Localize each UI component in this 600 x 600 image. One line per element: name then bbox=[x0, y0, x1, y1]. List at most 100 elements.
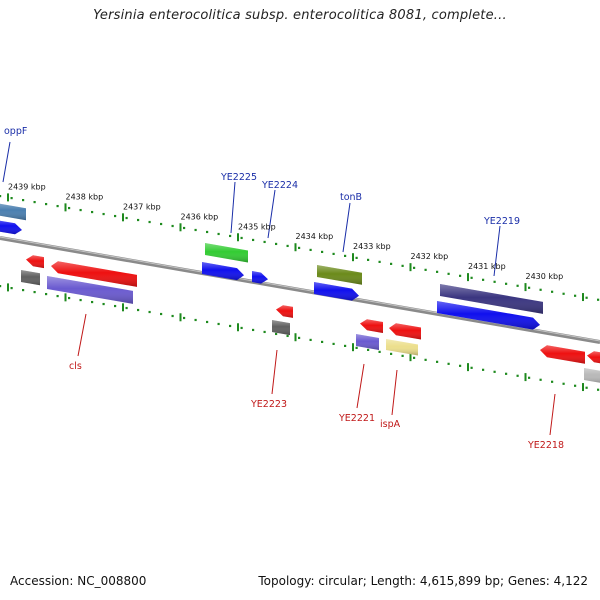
inner-ruler-dot bbox=[321, 340, 324, 344]
outer-ruler-dot bbox=[436, 270, 439, 273]
outer-ruler-dot bbox=[528, 286, 531, 289]
inner-ruler-dot bbox=[470, 366, 473, 369]
inner-ruler-dot bbox=[33, 290, 36, 294]
gene-pointers bbox=[2, 141, 556, 436]
gene-feature-blue[interactable] bbox=[437, 301, 540, 330]
kbp-label: 2431 kbp bbox=[468, 262, 506, 271]
outer-ruler-dot bbox=[470, 276, 473, 279]
gene-label-ye2219[interactable]: YE2219 bbox=[483, 216, 520, 227]
outer-ruler-dot bbox=[229, 234, 232, 238]
gene-feature-steel[interactable] bbox=[0, 202, 26, 221]
gene-pointer-line bbox=[342, 202, 351, 253]
kbp-label: 2439 kbp bbox=[8, 182, 46, 191]
inner-ruler-dot bbox=[597, 388, 600, 391]
gene-pointer-line bbox=[549, 393, 556, 436]
gene-label-ye2223[interactable]: YE2223 bbox=[250, 399, 287, 410]
outer-ruler-dot bbox=[206, 230, 209, 234]
inner-ruler-dot bbox=[217, 322, 220, 326]
inner-ruler-dot bbox=[252, 328, 255, 332]
outer-ruler-dot bbox=[424, 268, 427, 271]
inner-ruler-dot bbox=[401, 354, 404, 357]
outer-ruler-dot bbox=[102, 212, 105, 216]
gene-label-ye2224[interactable]: YE2224 bbox=[261, 180, 298, 191]
gene-pointer-line bbox=[77, 313, 87, 357]
outer-ruler-dot bbox=[275, 242, 278, 246]
inner-ruler-dot bbox=[562, 382, 565, 385]
outer-ruler-dot bbox=[79, 208, 82, 212]
outer-ruler-dot bbox=[33, 200, 36, 204]
outer-ruler-dot bbox=[114, 214, 117, 218]
gene-feature-blue[interactable] bbox=[252, 271, 268, 284]
gene-feature-light-gray[interactable] bbox=[584, 368, 600, 384]
inner-ruler-dot bbox=[378, 350, 381, 353]
outer-ruler-dot bbox=[56, 204, 59, 208]
gene-feature-red[interactable] bbox=[51, 261, 137, 287]
inner-ruler-dot bbox=[539, 378, 542, 381]
outer-ruler-dot bbox=[10, 196, 13, 200]
ruler-outer bbox=[0, 193, 600, 302]
accession-text: Accession: NC_008800 bbox=[10, 574, 147, 588]
ruler-labels: 2439 kbp 2438 kbp 2437 kbp 2436 kbp 2435 kbp… bbox=[8, 182, 563, 281]
outer-ruler-dot bbox=[137, 218, 140, 222]
outer-ruler-dot bbox=[562, 292, 565, 295]
inner-ruler-dot bbox=[68, 296, 71, 300]
gene-feature-gray[interactable] bbox=[272, 320, 290, 336]
outer-ruler-dot bbox=[263, 240, 266, 244]
gene-feature-red[interactable] bbox=[587, 351, 600, 364]
gene-feature-red[interactable] bbox=[26, 255, 44, 269]
gene-feature-purple[interactable] bbox=[356, 334, 379, 350]
ruler-inner bbox=[0, 283, 600, 392]
gene-label-cls[interactable]: cls bbox=[69, 361, 82, 372]
outer-ruler-dot bbox=[45, 202, 48, 206]
outer-ruler-dot bbox=[493, 280, 496, 283]
gene-feature-red[interactable] bbox=[389, 323, 421, 340]
gene-feature-yellow[interactable] bbox=[386, 339, 418, 356]
outer-ruler-dot bbox=[447, 272, 450, 275]
outer-ruler-dot bbox=[332, 252, 335, 256]
gene-pointer-line bbox=[271, 349, 278, 395]
gene-label-oppf[interactable]: oppF bbox=[4, 126, 27, 137]
outer-ruler-dot bbox=[91, 210, 94, 214]
outer-ruler-dot bbox=[309, 248, 312, 252]
gene-label-tonb[interactable]: tonB bbox=[340, 192, 362, 203]
outer-ruler-dot bbox=[321, 250, 324, 254]
gene-feature-dark-purple[interactable] bbox=[440, 284, 543, 314]
inner-ruler-dot bbox=[424, 358, 427, 361]
inner-ruler-dot bbox=[551, 380, 554, 383]
outer-ruler-dot bbox=[459, 274, 462, 277]
gene-pointer-line bbox=[356, 363, 365, 409]
gene-label-ye2221[interactable]: YE2221 bbox=[338, 413, 375, 424]
inner-ruler-dot bbox=[413, 356, 416, 359]
outer-ruler-dot bbox=[585, 296, 588, 299]
outer-ruler-dot bbox=[0, 195, 2, 198]
inner-ruler-dot bbox=[0, 285, 2, 288]
genome-backbone bbox=[0, 236, 600, 344]
outer-ruler-dot bbox=[183, 226, 186, 230]
topology-summary: Topology: circular; Length: 4,615,899 bp… bbox=[258, 574, 588, 588]
gene-feature-blue[interactable] bbox=[202, 262, 244, 281]
inner-ruler-dot bbox=[263, 330, 266, 334]
gene-feature-gray[interactable] bbox=[21, 270, 40, 286]
outer-ruler-dot bbox=[539, 288, 542, 291]
gene-feature-red[interactable] bbox=[540, 345, 585, 364]
outer-ruler-dot bbox=[148, 220, 151, 224]
gene-label-ye2225[interactable]: YE2225 bbox=[220, 172, 257, 183]
outer-ruler-dot bbox=[413, 266, 416, 269]
gene-pointer-line bbox=[267, 189, 276, 239]
inner-ruler-dot bbox=[482, 368, 485, 371]
inner-ruler-dot bbox=[79, 298, 82, 302]
gene-feature-blue[interactable] bbox=[0, 219, 22, 235]
gene-feature-purple[interactable] bbox=[47, 276, 133, 304]
gene-label-ye2218[interactable]: YE2218 bbox=[527, 440, 564, 451]
gene-feature-red[interactable] bbox=[360, 319, 383, 333]
gene-label-ispa[interactable]: ispA bbox=[380, 419, 401, 430]
outer-ruler-dot bbox=[482, 278, 485, 281]
kbp-label: 2430 kbp bbox=[526, 272, 564, 281]
gene-feature-blue[interactable] bbox=[314, 282, 359, 301]
gene-feature-green[interactable] bbox=[205, 243, 248, 263]
outer-ruler-dot bbox=[390, 262, 393, 265]
outer-ruler-dot bbox=[125, 216, 128, 220]
gene-feature-olive[interactable] bbox=[317, 265, 362, 285]
gene-feature-red[interactable] bbox=[276, 305, 293, 318]
kbp-label: 2436 kbp bbox=[181, 212, 219, 221]
